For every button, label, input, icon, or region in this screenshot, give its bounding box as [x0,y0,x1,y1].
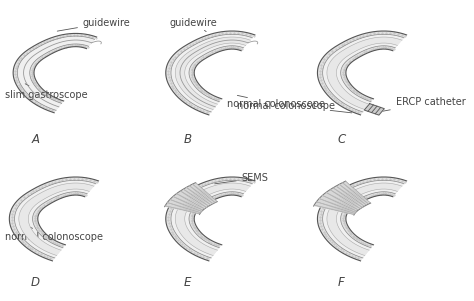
Polygon shape [18,36,95,110]
Text: SEMS: SEMS [215,173,269,184]
Text: normal colonoscope: normal colonoscope [227,99,352,113]
Text: B: B [183,133,191,146]
Polygon shape [323,180,404,258]
Polygon shape [365,104,384,115]
Text: normal colonoscope: normal colonoscope [5,225,103,242]
Polygon shape [171,180,252,258]
Text: slim gastroscope: slim gastroscope [5,84,87,100]
Polygon shape [323,34,404,112]
Text: guidewire: guidewire [57,17,131,31]
Text: normal colonoscope: normal colonoscope [237,95,335,111]
Polygon shape [166,31,255,115]
Text: D: D [31,276,40,289]
Polygon shape [19,183,94,256]
Polygon shape [175,183,250,256]
Polygon shape [327,37,402,110]
Polygon shape [171,34,252,112]
Polygon shape [13,33,97,113]
Text: A: A [32,133,39,146]
Polygon shape [9,177,99,261]
Text: E: E [183,276,191,289]
Polygon shape [318,177,407,261]
Polygon shape [327,183,402,256]
Text: ERCP catheter: ERCP catheter [375,97,465,113]
Polygon shape [318,31,407,115]
Text: guidewire: guidewire [170,17,218,32]
Text: F: F [338,276,345,289]
Polygon shape [164,183,217,215]
Polygon shape [15,180,96,258]
Polygon shape [166,177,255,261]
Polygon shape [175,37,250,110]
Text: C: C [337,133,346,146]
Polygon shape [314,181,371,215]
